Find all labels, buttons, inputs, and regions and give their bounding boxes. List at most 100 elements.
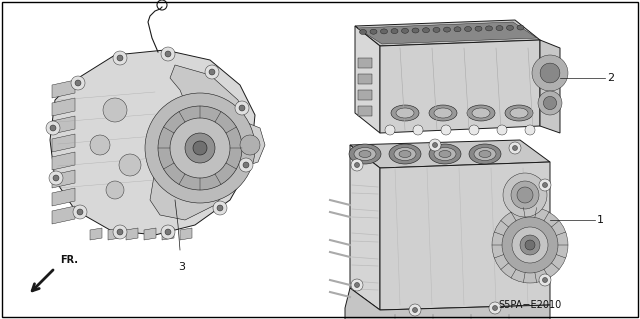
Circle shape <box>512 227 548 263</box>
Circle shape <box>509 142 521 154</box>
Circle shape <box>77 209 83 215</box>
Circle shape <box>532 55 568 91</box>
Ellipse shape <box>349 144 381 164</box>
Ellipse shape <box>465 26 472 32</box>
Polygon shape <box>52 134 75 152</box>
Ellipse shape <box>389 144 421 164</box>
Polygon shape <box>90 228 102 240</box>
Ellipse shape <box>370 29 377 34</box>
Circle shape <box>511 181 539 209</box>
Ellipse shape <box>444 27 451 32</box>
Circle shape <box>158 106 242 190</box>
Circle shape <box>513 145 518 151</box>
Circle shape <box>469 125 479 135</box>
Circle shape <box>539 274 551 286</box>
Ellipse shape <box>467 105 495 121</box>
Circle shape <box>50 125 56 131</box>
Circle shape <box>165 51 171 57</box>
Circle shape <box>103 98 127 122</box>
Ellipse shape <box>505 105 533 121</box>
Circle shape <box>75 80 81 86</box>
Ellipse shape <box>434 147 456 160</box>
Ellipse shape <box>486 26 493 31</box>
Ellipse shape <box>391 29 398 33</box>
Ellipse shape <box>475 26 482 31</box>
Bar <box>358 74 372 84</box>
Polygon shape <box>540 40 560 133</box>
Text: 3: 3 <box>179 262 186 272</box>
Circle shape <box>145 93 255 203</box>
Circle shape <box>113 225 127 239</box>
Circle shape <box>119 154 141 176</box>
Circle shape <box>240 135 260 155</box>
Circle shape <box>409 304 421 316</box>
Ellipse shape <box>469 144 501 164</box>
Circle shape <box>243 162 249 168</box>
Circle shape <box>355 283 360 287</box>
Ellipse shape <box>429 105 457 121</box>
Ellipse shape <box>510 108 528 118</box>
Ellipse shape <box>422 28 429 33</box>
Polygon shape <box>180 228 192 240</box>
Ellipse shape <box>433 27 440 33</box>
Ellipse shape <box>434 108 452 118</box>
Polygon shape <box>50 50 255 235</box>
Circle shape <box>217 205 223 211</box>
Ellipse shape <box>396 108 414 118</box>
Ellipse shape <box>506 25 513 30</box>
Ellipse shape <box>496 26 503 31</box>
Polygon shape <box>150 65 248 220</box>
Ellipse shape <box>517 25 524 30</box>
Bar <box>358 90 372 100</box>
Circle shape <box>351 279 363 291</box>
Circle shape <box>53 175 59 181</box>
Polygon shape <box>144 228 156 240</box>
Polygon shape <box>355 20 540 46</box>
Ellipse shape <box>359 151 371 158</box>
Circle shape <box>543 96 557 110</box>
Polygon shape <box>350 140 550 168</box>
Circle shape <box>161 47 175 61</box>
Circle shape <box>540 63 560 83</box>
Polygon shape <box>52 116 75 134</box>
Polygon shape <box>345 288 550 319</box>
Text: 2: 2 <box>607 73 614 83</box>
Circle shape <box>489 302 501 314</box>
Text: 1: 1 <box>597 215 604 225</box>
Circle shape <box>71 76 85 90</box>
Ellipse shape <box>354 147 376 160</box>
Polygon shape <box>162 228 174 240</box>
Ellipse shape <box>391 105 419 121</box>
Circle shape <box>502 217 558 273</box>
Circle shape <box>441 125 451 135</box>
Circle shape <box>520 235 540 255</box>
Ellipse shape <box>429 144 461 164</box>
Circle shape <box>106 181 124 199</box>
Circle shape <box>433 143 438 147</box>
Ellipse shape <box>474 147 496 160</box>
Polygon shape <box>240 120 265 168</box>
Circle shape <box>497 125 507 135</box>
Ellipse shape <box>394 147 416 160</box>
Circle shape <box>46 121 60 135</box>
Circle shape <box>161 225 175 239</box>
Polygon shape <box>52 188 75 206</box>
Circle shape <box>539 179 551 191</box>
Polygon shape <box>52 80 75 98</box>
Circle shape <box>73 205 87 219</box>
Polygon shape <box>52 206 75 224</box>
Circle shape <box>525 240 535 250</box>
Circle shape <box>355 162 360 167</box>
Circle shape <box>185 133 215 163</box>
Ellipse shape <box>479 151 491 158</box>
Circle shape <box>209 69 215 75</box>
Polygon shape <box>52 152 75 170</box>
Text: S5PA−E2010: S5PA−E2010 <box>499 300 562 310</box>
Polygon shape <box>380 162 550 310</box>
Ellipse shape <box>399 151 411 158</box>
Circle shape <box>213 201 227 215</box>
Ellipse shape <box>381 29 387 34</box>
Circle shape <box>193 141 207 155</box>
Circle shape <box>413 308 417 313</box>
Circle shape <box>117 229 123 235</box>
